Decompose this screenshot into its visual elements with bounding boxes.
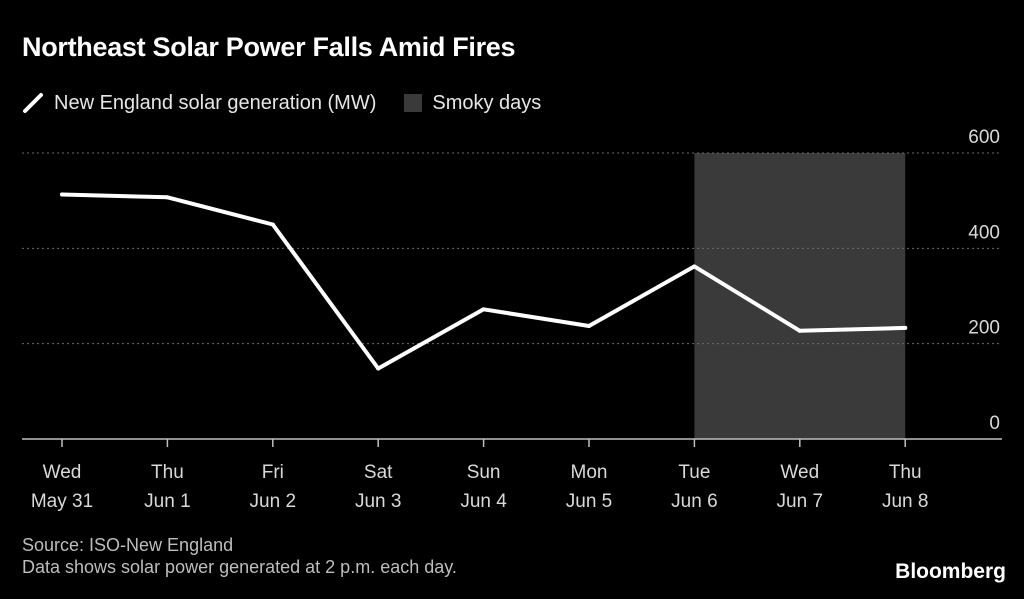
- x-tick-label: Tue: [678, 462, 710, 483]
- x-tick-label: Sun: [467, 462, 501, 483]
- data-point: [270, 222, 275, 227]
- legend: New England solar generation (MW) Smoky …: [22, 88, 541, 118]
- x-tick-label: May 31: [31, 491, 93, 512]
- x-tick-label: Jun 5: [566, 491, 612, 512]
- x-tick-label: Jun 2: [250, 491, 296, 512]
- y-tick-label: 400: [968, 222, 1000, 243]
- data-point: [376, 366, 381, 371]
- data-point: [165, 195, 170, 200]
- x-tick-label: Mon: [571, 462, 608, 483]
- x-tick-label: Wed: [43, 462, 82, 483]
- smoky-days-band: [694, 153, 906, 439]
- chart-title: Northeast Solar Power Falls Amid Fires: [22, 32, 516, 62]
- data-point: [587, 324, 591, 329]
- legend-line-swatch-icon: [23, 93, 43, 113]
- x-tick-label: Jun 3: [355, 491, 401, 512]
- legend-series-label: New England solar generation (MW): [54, 91, 377, 114]
- x-tick-label: Thu: [151, 462, 184, 483]
- x-tick-label: Jun 8: [882, 491, 928, 512]
- data-point: [481, 307, 486, 312]
- x-tick-label: Jun 1: [144, 491, 190, 512]
- x-tick-label: Thu: [889, 462, 922, 483]
- x-tick-label: Fri: [262, 462, 284, 483]
- legend-band-label: Smoky days: [432, 91, 542, 114]
- data-point: [60, 192, 64, 197]
- x-tick-label: Jun 6: [671, 491, 717, 512]
- x-tick-label: Jun 7: [777, 491, 823, 512]
- x-tick-label: Wed: [780, 462, 819, 483]
- source-text: Source: ISO-New England: [22, 535, 234, 555]
- data-point: [692, 264, 697, 269]
- x-tick-label: Sat: [364, 462, 393, 483]
- bloomberg-logo: Bloomberg: [895, 560, 1006, 583]
- y-tick-label: 200: [968, 318, 1000, 339]
- legend-band-swatch-icon: [404, 94, 423, 112]
- data-point: [903, 325, 908, 330]
- x-tick-label: Jun 4: [460, 491, 507, 512]
- data-point: [797, 328, 802, 333]
- footnote-text: Data shows solar power generated at 2 p.…: [22, 557, 457, 577]
- y-tick-label: 600: [968, 127, 1000, 148]
- source-note: Source: ISO-New England Data shows solar…: [22, 534, 457, 578]
- y-tick-label: 0: [989, 413, 1000, 434]
